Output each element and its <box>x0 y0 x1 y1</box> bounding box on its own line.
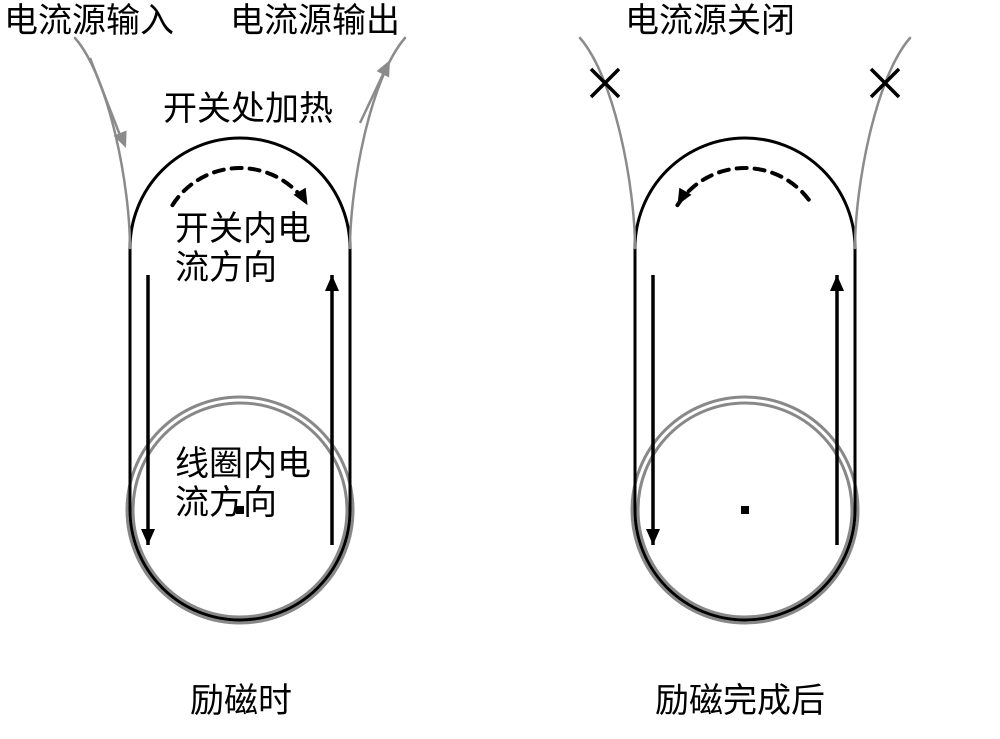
label-switch-dir: 开关内电 流方向 <box>175 210 311 288</box>
label-coil-dir: 线圈内电 流方向 <box>175 445 311 523</box>
racetrack-outline <box>635 138 855 620</box>
arrow-head <box>141 529 155 545</box>
coil-dot <box>741 506 749 514</box>
label-input: 电流源输入 <box>4 2 174 41</box>
caption-left: 励磁时 <box>190 682 292 721</box>
arrow-head <box>325 275 339 291</box>
arrow-head <box>830 275 844 291</box>
lead-right <box>350 38 405 248</box>
arrow-head <box>294 188 308 205</box>
label-closed: 电流源关闭 <box>625 2 795 41</box>
caption-right: 励磁完成后 <box>655 682 825 721</box>
lead-left <box>580 38 635 248</box>
arrow-head <box>646 529 660 545</box>
lead-right <box>855 38 910 248</box>
label-output: 电流源输出 <box>230 2 400 41</box>
switch-current-arc <box>172 168 307 205</box>
label-heat: 开关处加热 <box>163 90 333 129</box>
switch-current-arc <box>677 168 812 205</box>
